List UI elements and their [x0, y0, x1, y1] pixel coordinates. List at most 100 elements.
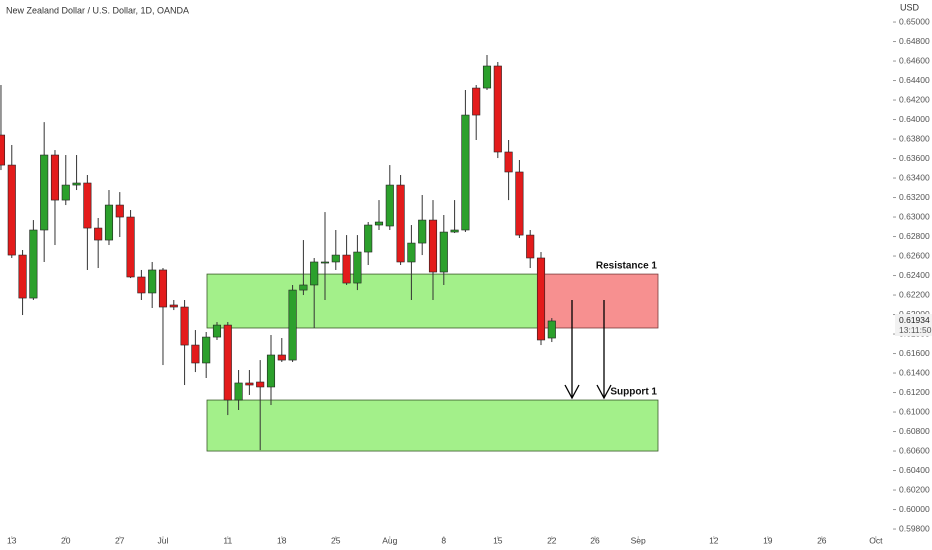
arrow-head [596, 384, 612, 400]
x-tick-label: 11 [223, 535, 232, 545]
candle-body [450, 229, 459, 233]
countdown-label: 13:11:50 [899, 325, 932, 335]
candle-body [515, 171, 524, 236]
y-tick-label: 0.63600 [899, 153, 930, 163]
price-tag [895, 313, 932, 336]
candle-body [482, 65, 492, 89]
y-tick-label: 0.63200 [899, 192, 930, 202]
y-tick-label: 0.60200 [899, 484, 930, 494]
candle-body [29, 229, 38, 299]
zones: Resistance 1 Support 1 [206, 261, 659, 452]
y-tick-label: 0.64600 [899, 55, 930, 65]
zone-projection [539, 273, 659, 329]
candle-body [158, 269, 168, 308]
candle-body [461, 114, 470, 231]
arrows [564, 300, 612, 400]
candle-body [0, 134, 6, 166]
y-tick-label: 0.63400 [899, 172, 930, 182]
candle-body [61, 184, 70, 201]
candle-body [148, 269, 157, 294]
candle-body [115, 204, 124, 218]
candle-body [299, 284, 308, 291]
candles [0, 54, 556, 451]
x-tick-label: 26 [590, 535, 600, 545]
candle-body [385, 184, 394, 227]
candle-body [180, 306, 189, 346]
candle-body [288, 289, 297, 361]
x-tick-label: 18 [277, 535, 287, 545]
candle-body [7, 164, 16, 256]
axes: 0.65000 0.64800 0.64600 0.64400 0.64200 0.640… [7, 16, 932, 545]
x-tick-label: 19 [763, 535, 773, 545]
y-tick-label: 0.62000 [899, 309, 930, 319]
x-tick-label: 22 [547, 535, 557, 545]
y-tick-label: 0.61200 [899, 387, 930, 397]
y-tick-label: 0.62600 [899, 250, 930, 260]
zone-label: Resistance 1 [596, 261, 658, 272]
y-tick-label: 0.62800 [899, 231, 930, 241]
y-tick-label: 0.61400 [899, 367, 930, 377]
y-tick-label: 0.63000 [899, 211, 930, 221]
candle-body [169, 304, 178, 308]
candle-body [266, 354, 276, 388]
y-tick-label: 0.62400 [899, 270, 930, 280]
y-tick-label: 0.61000 [899, 406, 930, 416]
candle-body [212, 324, 222, 338]
y-tick-label: 0.65000 [899, 16, 930, 26]
candle-body [191, 344, 200, 364]
candle-body [353, 251, 362, 284]
x-tick-label: Aug [382, 535, 397, 545]
x-tick-label: 15 [493, 535, 503, 545]
candle-body [342, 254, 351, 284]
candle-body [104, 204, 114, 241]
candle-body [310, 261, 319, 286]
candle-body [504, 151, 513, 173]
candle-body [526, 234, 535, 259]
candle-body [407, 242, 416, 263]
candle-body [137, 276, 146, 294]
x-tick-label: Oct [869, 535, 883, 545]
x-tick-label: Sep [631, 535, 646, 545]
zone [206, 273, 541, 329]
candle-body [364, 224, 373, 253]
x-tick-label: 8 [441, 535, 446, 545]
candle-body [72, 182, 81, 186]
y-tick-label: 0.62200 [899, 289, 930, 299]
candle-body [202, 336, 211, 364]
candle-body [396, 184, 405, 263]
x-tick-label: 20 [61, 535, 71, 545]
candle-body [18, 254, 27, 299]
candle-body [374, 221, 384, 226]
y-tick-label: 0.59800 [899, 523, 930, 533]
candle-body [439, 231, 448, 273]
candle-body [536, 257, 546, 341]
chart-title: New Zealand Dollar / U.S. Dollar, 1D, OA… [6, 5, 189, 15]
y-tick-label: 0.64200 [899, 94, 930, 104]
candle-body [320, 261, 330, 264]
zone-label: Support 1 [610, 387, 657, 398]
candle-body [547, 320, 556, 339]
arrow-head [564, 384, 580, 400]
candle-body [83, 182, 92, 229]
y-tick-label: 0.60600 [899, 445, 930, 455]
candle-body [472, 87, 481, 116]
x-tick-label: 27 [115, 535, 125, 545]
y-tick-label: 0.64400 [899, 75, 930, 85]
candle-body [245, 382, 254, 386]
candle-body [256, 381, 265, 388]
candle-body [234, 382, 243, 401]
x-tick-label: Jul [158, 535, 169, 545]
candle-body [50, 154, 60, 201]
currency-label: USD [900, 2, 920, 12]
candle-body [277, 354, 286, 361]
candle-body [428, 219, 438, 273]
candle-body [418, 219, 427, 244]
x-tick-label: 13 [7, 535, 17, 545]
zone [206, 399, 659, 452]
candle-body [94, 227, 103, 241]
x-tick-label: 25 [331, 535, 341, 545]
y-tick-label: 0.61600 [899, 348, 930, 358]
candle-body [40, 154, 49, 231]
x-tick-label: 26 [817, 535, 827, 545]
